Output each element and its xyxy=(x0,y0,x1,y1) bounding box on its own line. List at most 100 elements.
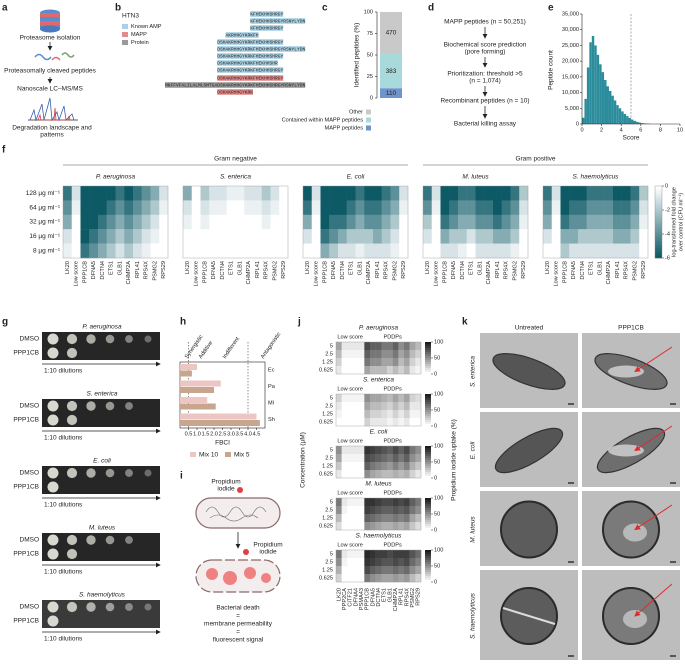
heat-cell xyxy=(63,200,72,215)
heat-cell xyxy=(279,214,289,230)
segment-count: 470 xyxy=(386,30,397,37)
heat-frame xyxy=(62,185,169,259)
heat-cell xyxy=(578,186,587,201)
colorbar-step xyxy=(655,207,662,211)
heat-cell xyxy=(639,214,649,230)
heat-cell xyxy=(141,229,151,244)
heat-cell xyxy=(353,358,359,367)
heat-cell xyxy=(375,558,382,567)
heat-cell xyxy=(141,186,151,201)
heat-cell xyxy=(124,229,134,244)
panel-letter: f xyxy=(2,145,6,156)
heat-cell xyxy=(183,186,192,201)
x-tick-label: 2.0 xyxy=(210,431,218,437)
legend-label: Known AMP xyxy=(131,24,162,30)
heat-cell xyxy=(423,214,432,230)
hist-bar xyxy=(635,121,639,124)
column-label: PSMG2 xyxy=(272,261,278,281)
colorbar-step xyxy=(655,243,662,247)
heat-cell xyxy=(98,200,107,215)
plate-title: P. aeruginosa xyxy=(82,324,122,331)
heat-cell xyxy=(341,358,348,367)
column-label: ETS1 xyxy=(109,261,115,275)
heat-cell xyxy=(381,410,388,419)
heat-cell xyxy=(124,243,134,259)
colony-spot xyxy=(66,534,78,546)
colorbar-step xyxy=(655,214,662,218)
heat-cell xyxy=(209,186,219,201)
heat-cell xyxy=(353,454,359,463)
heat-cell xyxy=(106,200,116,215)
heat-cell xyxy=(329,186,339,201)
heat-cell xyxy=(358,358,365,367)
flow-step: Prioritization: threshold >5 xyxy=(447,71,523,78)
column-label: LK20 xyxy=(336,588,342,601)
heat-cell xyxy=(390,186,400,201)
heat-frame xyxy=(335,445,422,479)
row-label: DMSO xyxy=(20,470,40,477)
legend-label: MAPP peptides xyxy=(325,125,364,131)
septum xyxy=(502,607,556,625)
heat-cell xyxy=(586,186,596,201)
heat-cell xyxy=(415,550,422,559)
heat-cell xyxy=(347,358,354,367)
colorbar-step xyxy=(655,248,662,252)
heat-cell xyxy=(398,366,405,375)
dilution-label: 1:10 dilutions xyxy=(44,368,83,375)
y-tick-label: 25,000 xyxy=(562,43,579,49)
x-tick-label: 2 xyxy=(600,127,603,133)
column-label: CHMP2A xyxy=(366,261,372,285)
heat-cell xyxy=(458,200,467,215)
heat-cell xyxy=(303,243,312,259)
dye-label: Propidium xyxy=(211,479,240,486)
heat-cell xyxy=(200,186,210,201)
heat-cell xyxy=(399,186,409,201)
colorbar-step xyxy=(425,360,431,363)
legend-label: Mix 10 xyxy=(199,452,219,459)
column-label: ETS1 xyxy=(469,261,475,275)
colorbar-step xyxy=(425,352,431,355)
y-tick-label: 100 xyxy=(364,9,373,15)
colorbar-step xyxy=(425,372,431,375)
heat-cell xyxy=(510,214,520,230)
cell xyxy=(500,500,558,559)
heat-cell xyxy=(543,200,552,215)
colorbar-tick-label: -4 xyxy=(665,231,670,237)
heat-cell xyxy=(336,410,342,419)
heat-cell xyxy=(375,342,382,351)
heat-cell xyxy=(409,358,416,367)
column-label: Low score xyxy=(554,261,560,287)
colony-spot xyxy=(125,335,133,343)
x-axis-label: Score xyxy=(623,135,640,142)
heat-cell xyxy=(244,243,254,259)
heat-cell xyxy=(398,550,405,559)
heat-cell xyxy=(604,229,614,244)
y-axis-label: Identified peptides (%) xyxy=(354,23,361,88)
heat-cell xyxy=(613,186,622,201)
bar xyxy=(180,387,214,393)
heat-cell xyxy=(415,418,422,427)
heat-cell xyxy=(336,350,342,359)
row-label: DMSO xyxy=(20,403,40,410)
heat-cell xyxy=(551,214,561,230)
colorbar-tick-label: -6 xyxy=(665,255,670,261)
colorbar-tick-label: 0 xyxy=(434,475,437,481)
heat-cell xyxy=(398,470,405,479)
heat-cell xyxy=(311,186,321,201)
heat-cell xyxy=(347,446,354,455)
heat-cell xyxy=(398,358,405,367)
heat-cell xyxy=(409,522,416,531)
heat-cell xyxy=(415,574,422,583)
panel-letter: k xyxy=(462,317,468,328)
colorbar-step xyxy=(655,253,662,256)
row-label: 5 xyxy=(330,343,333,349)
heat-cell xyxy=(353,394,359,403)
heat-cell xyxy=(431,243,441,259)
panel-a-art xyxy=(28,9,78,122)
heat-cell xyxy=(630,214,640,230)
colony-spot xyxy=(47,481,59,493)
heat-cell xyxy=(415,358,422,367)
heat-cell xyxy=(106,186,116,201)
heat-cell xyxy=(387,462,393,471)
plate-image xyxy=(42,466,160,494)
